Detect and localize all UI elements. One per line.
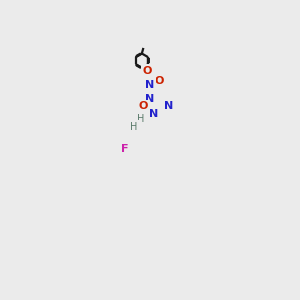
Text: N: N [145,94,154,104]
Text: N: N [145,80,154,90]
Text: N: N [149,109,158,119]
Text: N: N [164,101,174,111]
Text: O: O [142,66,152,76]
Text: O: O [154,76,164,86]
Text: F: F [121,144,128,154]
Text: O: O [138,101,148,111]
Text: H: H [137,114,145,124]
Text: H: H [130,122,138,132]
